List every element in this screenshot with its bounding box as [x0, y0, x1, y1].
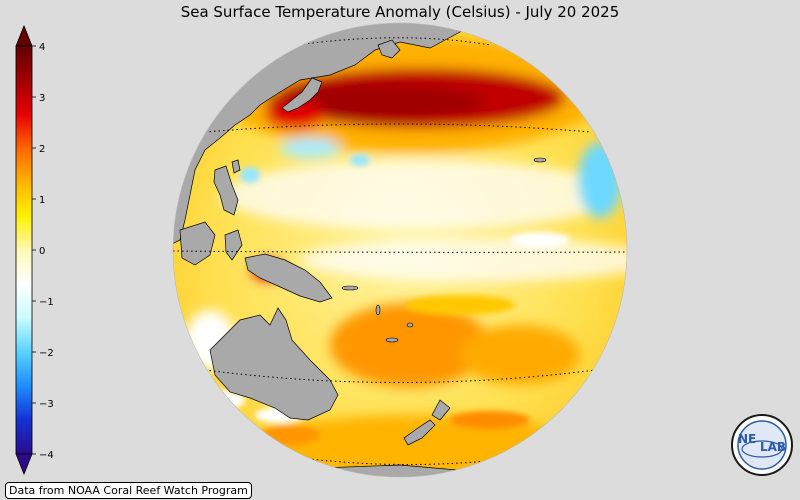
central-pacific-cool-anomaly [280, 138, 340, 158]
globe-outline [172, 22, 628, 478]
graticule [173, 37, 627, 465]
equatorial-neutral-band [300, 238, 627, 282]
philippines [213, 165, 239, 216]
colorbar-tick-label: −1 [39, 297, 54, 308]
colorbar-tick-label: −3 [39, 399, 54, 410]
data-credit: Data from NOAA Coral Reef Watch Program [5, 482, 252, 499]
colorbar-bar [15, 45, 33, 455]
antarctica-edge [319, 464, 481, 477]
colorbar: 4 3 2 1 0 −1 −2 −3 −4 [15, 24, 54, 476]
colorbar-tick-label: −2 [39, 348, 54, 359]
sst-globe [172, 22, 628, 478]
coral-sea-warm-anomaly [330, 303, 490, 387]
antarctic-line [249, 449, 561, 465]
east-pacific-cool-anomaly [578, 142, 622, 218]
equator-line [173, 250, 627, 253]
tropic-north-line [204, 123, 591, 133]
tropic-south-line [204, 369, 596, 383]
new-guinea [244, 253, 333, 303]
colorbar-tick-label: −4 [39, 450, 54, 461]
solomon-islands [341, 285, 359, 291]
kuroshio-anomaly [265, 101, 325, 129]
sulawesi [224, 229, 243, 261]
fiji [406, 322, 414, 328]
vanuatu [375, 304, 381, 316]
colorbar-tick-label: 0 [39, 246, 45, 257]
new-caledonia [385, 337, 399, 343]
colorbar-tick-label: 4 [39, 42, 45, 53]
new-zealand-south [403, 419, 436, 446]
colorbar-tick-label: 2 [39, 144, 45, 155]
kamchatka [377, 39, 401, 59]
colorbar-tick-label: 3 [39, 93, 45, 104]
subtropical-neutral-band [220, 160, 620, 230]
australia [209, 307, 339, 421]
map-title: Sea Surface Temperature Anomaly (Celsius… [180, 3, 620, 21]
logo-globe-swoosh [741, 440, 783, 458]
pacific-islands [341, 157, 547, 343]
logo-text-left: NE [738, 432, 756, 446]
borneo [179, 221, 216, 266]
taiwan [231, 159, 241, 174]
new-zealand-north [431, 399, 451, 421]
colorbar-min-arrow [15, 453, 33, 476]
colorbar-max-arrow [15, 24, 33, 47]
nexlab-logo: NE LAB [731, 414, 793, 476]
hawaii [533, 157, 547, 163]
logo-text-right: LAB [760, 440, 786, 454]
logo-inner-ring [737, 420, 787, 470]
colorbar-ticks: 4 3 2 1 0 −1 −2 −3 −4 [32, 42, 54, 461]
colorbar-tick-label: 1 [39, 195, 45, 206]
south-pacific-warm-anomaly [460, 325, 580, 385]
japan [281, 77, 323, 113]
